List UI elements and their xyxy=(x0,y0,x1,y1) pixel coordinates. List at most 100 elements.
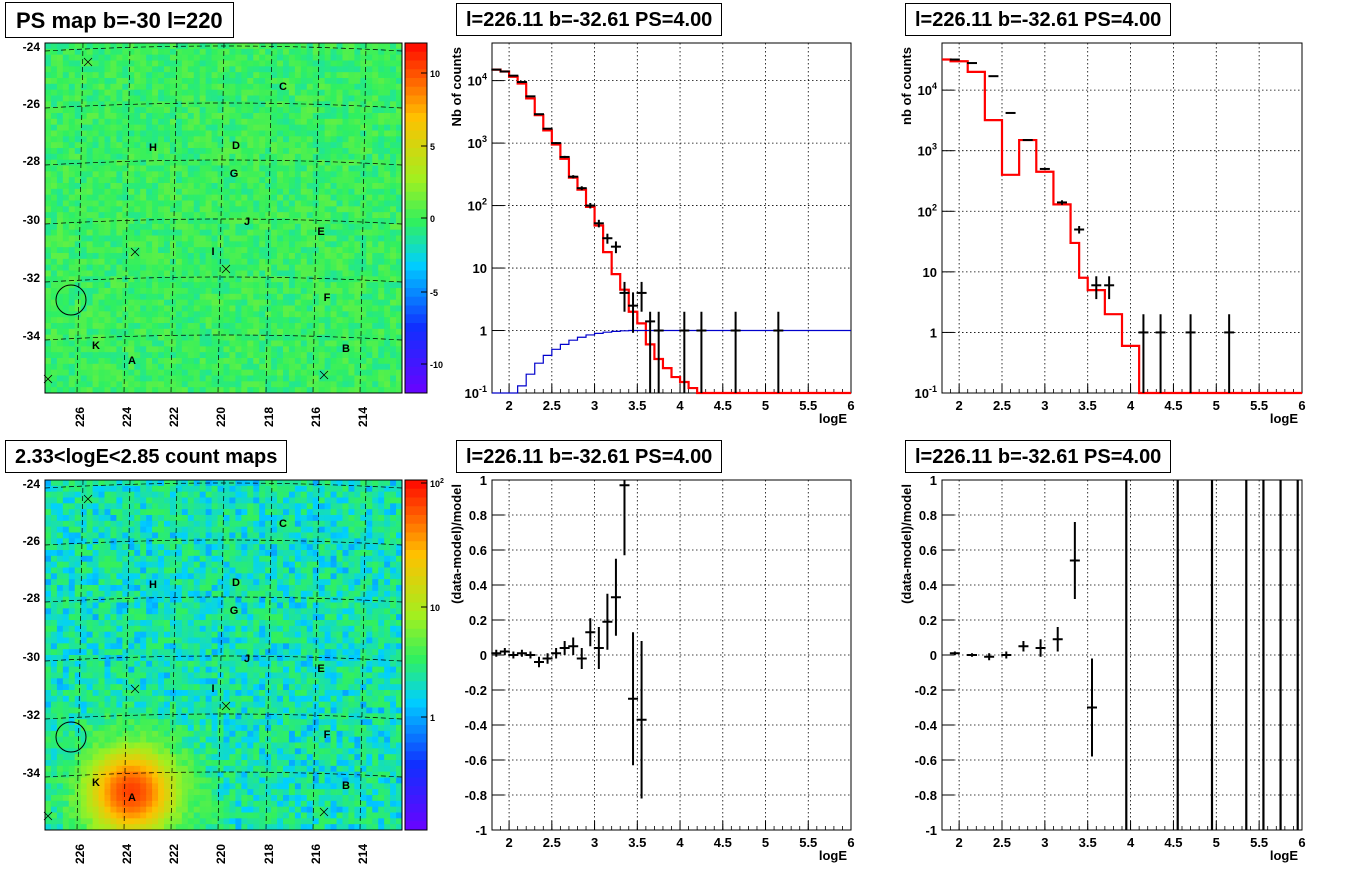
map-cell xyxy=(283,165,290,172)
map-cell xyxy=(360,509,367,516)
map-cell xyxy=(193,124,201,131)
map-cell xyxy=(158,130,165,137)
map-cell xyxy=(312,573,320,580)
map-cell xyxy=(306,480,314,487)
map-cell xyxy=(259,293,266,301)
map-cell xyxy=(50,223,58,231)
map-cell xyxy=(217,555,224,563)
map-cell xyxy=(181,258,189,266)
map-cell xyxy=(348,544,355,551)
map-cell xyxy=(253,503,260,510)
map-cell xyxy=(348,165,355,172)
color-bar-step xyxy=(405,384,427,394)
map-cell xyxy=(45,299,52,306)
map-cell xyxy=(360,520,367,528)
map-cell xyxy=(294,43,302,50)
map-cell xyxy=(366,328,373,336)
map-cell xyxy=(223,532,230,539)
map-cell xyxy=(247,509,254,516)
map-cell xyxy=(199,258,207,266)
map-cell xyxy=(318,561,326,568)
map-cell xyxy=(92,101,99,108)
map-cell xyxy=(396,317,403,324)
map-cell xyxy=(277,118,284,126)
map-cell xyxy=(390,264,397,271)
map-cell xyxy=(384,526,391,533)
map-cell xyxy=(175,544,183,551)
map-cell xyxy=(342,515,349,522)
map-cell xyxy=(169,555,177,563)
map-cell xyxy=(271,218,278,225)
map-cell xyxy=(50,212,58,219)
map-cell xyxy=(175,491,183,498)
map-cell xyxy=(265,369,272,376)
map-cell xyxy=(205,334,212,341)
map-cell xyxy=(98,83,105,91)
map-cell xyxy=(56,375,64,382)
map-cell xyxy=(318,153,326,161)
map-cell xyxy=(235,561,242,568)
map-cell xyxy=(80,328,88,336)
map-cell xyxy=(247,352,254,359)
map-cell xyxy=(169,509,177,516)
map-cell xyxy=(68,538,76,545)
map-cell xyxy=(146,188,153,196)
map-cell xyxy=(45,293,52,301)
map-cell xyxy=(390,206,397,213)
map-cell xyxy=(92,491,99,498)
map-cell xyxy=(378,165,385,172)
map-cell xyxy=(98,142,105,149)
map-cell xyxy=(68,113,76,120)
map-cell xyxy=(199,229,207,236)
map-cell xyxy=(324,78,331,85)
map-cell xyxy=(175,567,183,574)
map-cell xyxy=(300,78,308,85)
map-cell xyxy=(247,136,254,143)
map-cell xyxy=(366,229,373,236)
map-cell xyxy=(146,491,153,498)
map-cell xyxy=(193,206,201,213)
map-cell xyxy=(175,503,183,510)
map-cell xyxy=(122,375,129,382)
map-cell xyxy=(187,567,195,574)
map-cell xyxy=(300,148,308,155)
map-cell xyxy=(396,212,403,219)
map-cell xyxy=(62,136,70,143)
map-cell xyxy=(271,509,278,516)
map-cell xyxy=(181,358,189,365)
map-cell xyxy=(372,153,379,161)
map-cell xyxy=(175,48,183,56)
map-cell xyxy=(193,107,201,114)
map-cell xyxy=(259,317,266,324)
map-cell xyxy=(372,78,379,85)
map-cell xyxy=(342,212,349,219)
map-cell xyxy=(217,538,224,545)
map-cell xyxy=(98,212,105,219)
map-cell xyxy=(318,520,326,528)
map-cell xyxy=(259,363,266,371)
map-cell xyxy=(128,206,135,213)
map-cell xyxy=(110,223,117,231)
map-cell xyxy=(193,538,201,545)
map-cell xyxy=(384,363,391,371)
map-cell xyxy=(169,229,177,236)
map-cell xyxy=(56,78,64,85)
map-cell xyxy=(235,305,242,312)
map-cell xyxy=(110,183,117,190)
map-cell xyxy=(193,573,201,580)
map-cell xyxy=(175,305,183,312)
map-cell xyxy=(378,43,385,50)
map-cell xyxy=(318,89,326,96)
map-cell xyxy=(259,264,266,271)
map-cell xyxy=(277,218,284,225)
map-cell xyxy=(366,142,373,149)
map-cell xyxy=(152,188,159,196)
map-cell xyxy=(378,387,385,394)
map-cell xyxy=(56,241,64,248)
map-cell xyxy=(336,188,343,196)
map-cell xyxy=(134,78,141,85)
map-cell xyxy=(134,142,141,149)
map-cell xyxy=(110,72,117,79)
map-cell xyxy=(68,118,76,126)
map-cell xyxy=(229,288,236,295)
